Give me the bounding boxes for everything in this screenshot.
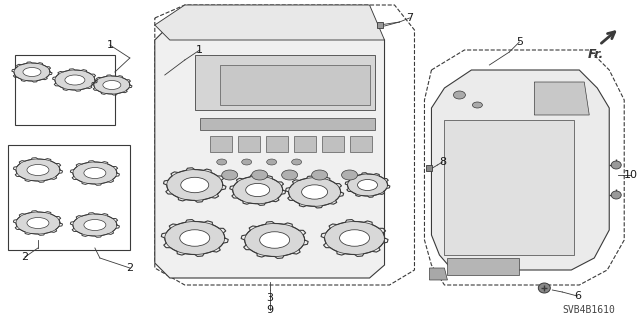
Ellipse shape: [27, 165, 49, 175]
Ellipse shape: [453, 91, 465, 99]
Polygon shape: [155, 25, 385, 278]
Text: 8: 8: [439, 157, 446, 167]
Ellipse shape: [65, 75, 85, 85]
Ellipse shape: [16, 159, 60, 181]
Ellipse shape: [538, 283, 550, 293]
Polygon shape: [266, 136, 287, 152]
Text: 2: 2: [126, 263, 133, 273]
Ellipse shape: [358, 180, 378, 190]
Ellipse shape: [23, 68, 41, 77]
Ellipse shape: [55, 70, 95, 90]
Text: SVB4B1610: SVB4B1610: [563, 305, 616, 315]
Polygon shape: [210, 136, 232, 152]
Polygon shape: [534, 82, 589, 115]
Ellipse shape: [312, 170, 328, 180]
Text: Fr.: Fr.: [588, 48, 604, 62]
Ellipse shape: [267, 159, 276, 165]
Polygon shape: [220, 65, 369, 105]
Ellipse shape: [340, 230, 369, 246]
Ellipse shape: [611, 191, 621, 199]
Text: 1: 1: [106, 40, 113, 50]
Text: 1: 1: [196, 45, 204, 55]
Polygon shape: [237, 136, 260, 152]
Ellipse shape: [103, 80, 121, 90]
Text: 7: 7: [406, 13, 413, 23]
Ellipse shape: [14, 63, 50, 81]
Polygon shape: [444, 120, 574, 255]
Polygon shape: [155, 5, 385, 40]
Ellipse shape: [180, 177, 209, 193]
Ellipse shape: [73, 214, 117, 236]
Polygon shape: [200, 118, 374, 130]
Text: 5: 5: [516, 37, 523, 47]
Ellipse shape: [324, 221, 385, 255]
Ellipse shape: [472, 102, 483, 108]
Ellipse shape: [167, 170, 223, 200]
Text: 2: 2: [21, 252, 29, 262]
Text: 9: 9: [266, 305, 273, 315]
Polygon shape: [447, 258, 519, 275]
Ellipse shape: [164, 221, 225, 255]
Ellipse shape: [221, 170, 237, 180]
Ellipse shape: [260, 232, 290, 248]
Polygon shape: [431, 70, 609, 270]
Polygon shape: [195, 55, 374, 110]
Ellipse shape: [242, 159, 252, 165]
Ellipse shape: [252, 170, 268, 180]
Text: 3: 3: [266, 293, 273, 303]
Ellipse shape: [292, 159, 301, 165]
Ellipse shape: [73, 162, 117, 184]
Ellipse shape: [244, 224, 305, 256]
Ellipse shape: [217, 159, 227, 165]
Polygon shape: [429, 268, 447, 280]
Polygon shape: [294, 136, 316, 152]
Ellipse shape: [246, 183, 269, 197]
Ellipse shape: [180, 230, 210, 246]
Ellipse shape: [289, 178, 340, 206]
Ellipse shape: [94, 76, 130, 94]
Ellipse shape: [27, 218, 49, 228]
Ellipse shape: [84, 167, 106, 179]
Ellipse shape: [16, 212, 60, 234]
Ellipse shape: [301, 185, 328, 199]
Polygon shape: [321, 136, 344, 152]
Ellipse shape: [348, 174, 387, 196]
Ellipse shape: [84, 219, 106, 231]
Ellipse shape: [233, 176, 283, 204]
Text: 6: 6: [574, 291, 580, 301]
Ellipse shape: [611, 161, 621, 169]
Polygon shape: [349, 136, 372, 152]
Ellipse shape: [282, 170, 298, 180]
Text: 10: 10: [624, 170, 638, 180]
Ellipse shape: [342, 170, 358, 180]
